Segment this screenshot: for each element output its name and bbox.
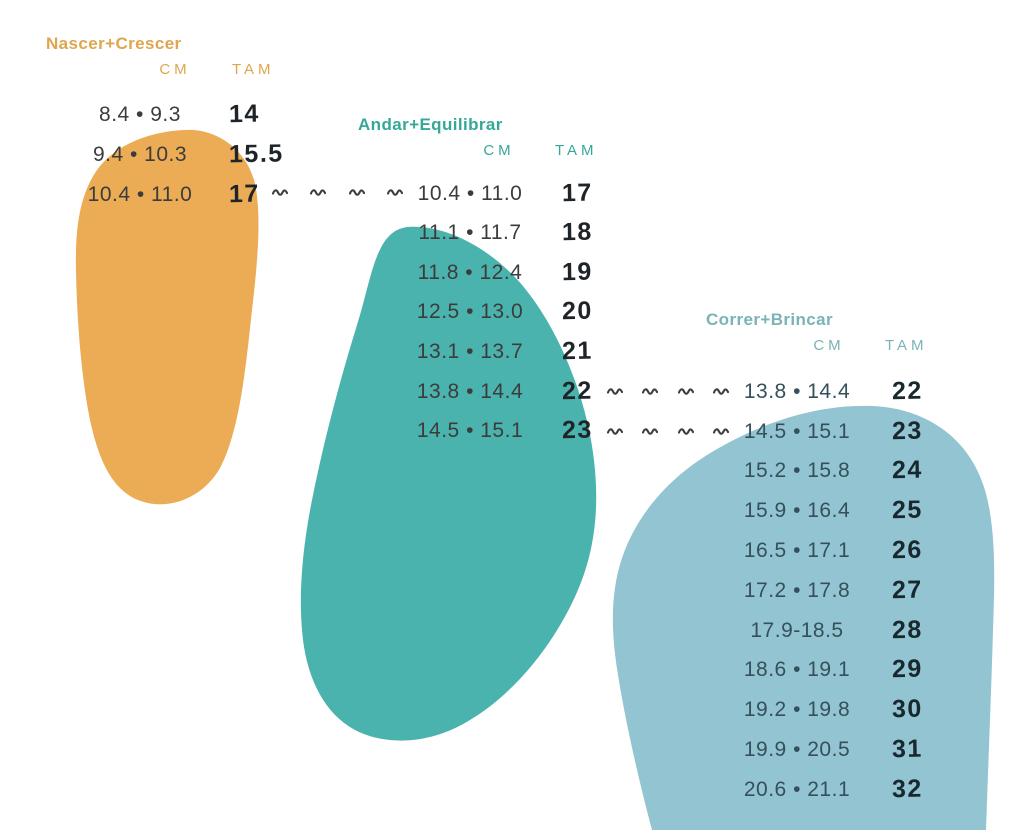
blob-shape-nascer-crescer: [75, 129, 259, 505]
tam-size-value: 28: [891, 615, 924, 645]
tam-size-value: 27: [891, 575, 924, 605]
blob-shape-correr-brincar: [612, 405, 995, 830]
squiggle-dash-icon: [677, 387, 694, 395]
size-connector-23: [607, 425, 729, 437]
tam-size-value: 24: [891, 455, 924, 485]
tam-size-value: 20: [561, 296, 594, 326]
cm-range-value: 8.4 • 9.3: [99, 103, 181, 126]
squiggle-dash-icon: [348, 188, 365, 196]
cm-range-value: 12.5 • 13.0: [416, 300, 524, 323]
tam-size-value: 22: [561, 376, 594, 406]
tam-size-value: 23: [561, 415, 594, 445]
tam-size-value: 19: [561, 257, 594, 287]
size-connector-17: [272, 186, 403, 198]
cm-range-value: 11.1 • 11.7: [418, 221, 522, 244]
squiggle-dash-icon: [272, 188, 288, 196]
section-title: Andar+Equilibrar: [358, 115, 503, 134]
column-header-cm: CM: [159, 61, 191, 78]
squiggle-dash-icon: [607, 427, 623, 435]
tam-size-value: 31: [891, 734, 924, 764]
squiggle-dash-icon: [712, 427, 729, 435]
squiggle-dash-icon: [386, 188, 403, 196]
tam-size-value: 14: [228, 99, 261, 129]
cm-range-value: 18.6 • 19.1: [743, 658, 851, 681]
tam-size-value: 29: [891, 654, 924, 684]
squiggle-dash-icon: [642, 427, 659, 435]
tam-size-value: 15.5: [228, 139, 284, 169]
squiggle-dash-icon: [677, 427, 694, 435]
column-header-cm: CM: [813, 337, 845, 354]
cm-range-value: 9.4 • 10.3: [92, 143, 188, 166]
size-connector-22: [607, 385, 729, 397]
column-header-tam: TAM: [232, 61, 275, 78]
section-title: Nascer+Crescer: [46, 34, 182, 53]
section-title: Correr+Brincar: [706, 310, 834, 329]
tam-size-value: 30: [891, 694, 924, 724]
cm-range-value: 13.1 • 13.7: [416, 340, 524, 363]
column-header-tam: TAM: [555, 142, 598, 159]
cm-range-value: 11.8 • 12.4: [417, 261, 523, 284]
cm-range-value: 20.6 • 21.1: [743, 778, 851, 801]
squiggle-dash-icon: [607, 387, 623, 395]
cm-range-value: 14.5 • 15.1: [743, 420, 851, 443]
tam-size-value: 21: [561, 336, 594, 366]
tam-size-value: 18: [561, 217, 594, 247]
tam-size-value: 26: [891, 535, 924, 565]
cm-range-value: 13.8 • 14.4: [743, 380, 851, 403]
cm-range-value: 16.5 • 17.1: [743, 539, 851, 562]
cm-range-value: 14.5 • 15.1: [416, 419, 524, 442]
squiggle-dash-icon: [310, 188, 327, 196]
column-header-cm: CM: [483, 142, 515, 159]
squiggle-dash-icon: [642, 387, 659, 395]
squiggle-dash-icon: [712, 387, 729, 395]
tam-size-value: 25: [891, 495, 924, 525]
tam-size-value: 32: [891, 774, 924, 804]
cm-range-value: 15.2 • 15.8: [743, 459, 851, 482]
cm-range-value: 19.2 • 19.8: [743, 698, 851, 721]
cm-range-value: 19.9 • 20.5: [743, 738, 851, 761]
cm-range-value: 10.4 • 11.0: [87, 183, 193, 206]
cm-range-value: 17.9-18.5: [750, 619, 844, 642]
tam-size-value: 23: [891, 416, 924, 446]
column-header-tam: TAM: [885, 337, 928, 354]
blob-shape-andar-equilibrar: [300, 226, 597, 741]
tam-size-value: 17: [561, 178, 594, 208]
cm-range-value: 15.9 • 16.4: [743, 499, 851, 522]
cm-range-value: 10.4 • 11.0: [417, 182, 523, 205]
tam-size-value: 17: [228, 179, 261, 209]
tam-size-value: 22: [891, 376, 924, 406]
cm-range-value: 13.8 • 14.4: [416, 380, 524, 403]
cm-range-value: 17.2 • 17.8: [743, 579, 851, 602]
